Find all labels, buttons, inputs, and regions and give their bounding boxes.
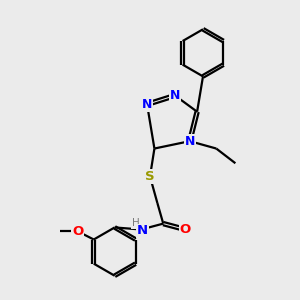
Text: N: N (142, 98, 152, 111)
Text: O: O (180, 223, 191, 236)
Text: O: O (72, 225, 83, 238)
Text: S: S (145, 170, 155, 183)
Text: N: N (170, 89, 180, 102)
Text: H: H (132, 218, 140, 228)
Text: N: N (137, 224, 148, 238)
Text: N: N (184, 135, 195, 148)
